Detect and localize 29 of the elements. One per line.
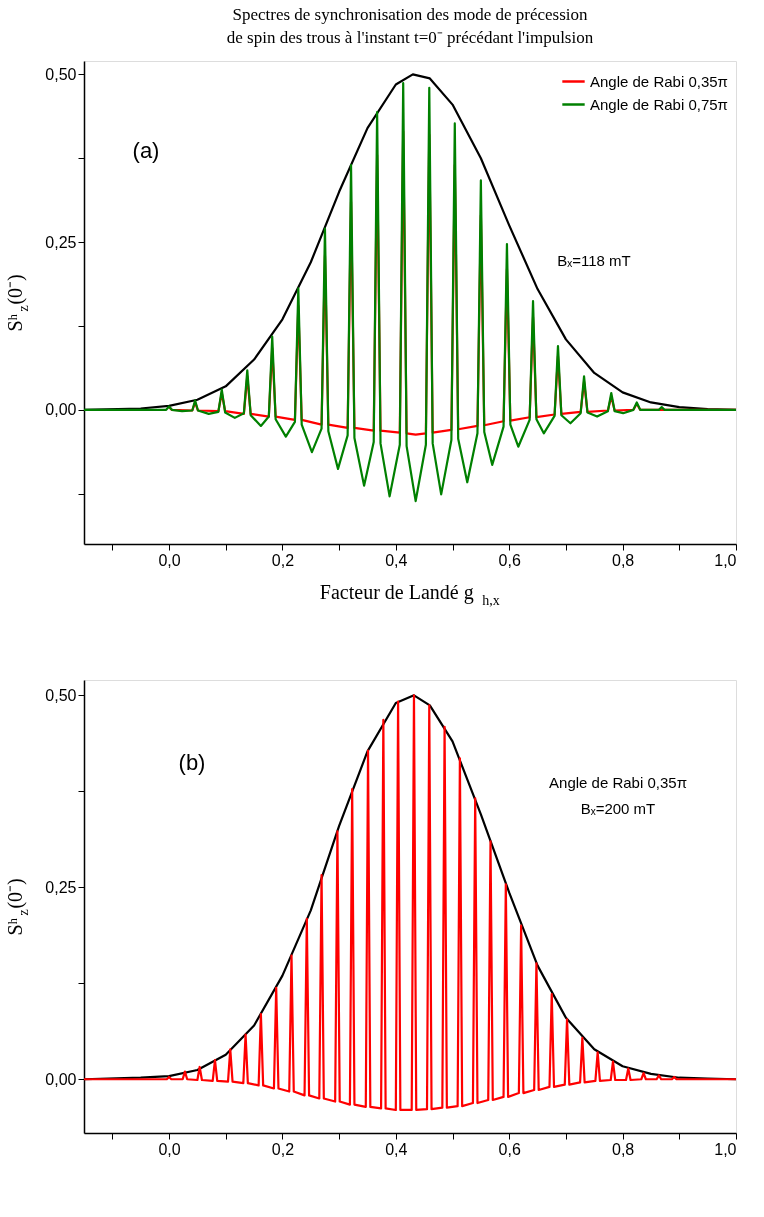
annotation: (b) [178,750,206,775]
x-tick-label: 0,0 [158,1140,181,1158]
annotation: Angle de Rabi 0,35π [549,774,687,791]
legend-label: Angle de Rabi 0,75π [590,95,728,113]
chart-subtitle: de spin des trous à l'instant t=0⁻ précédant l'impulsion [226,28,594,47]
x-tick-label: 0,8 [611,1140,635,1158]
x-tick-label: 0,2 [271,1140,295,1158]
x-tick-label: 0,8 [611,551,635,569]
y-tick-label: 0,00 [45,1070,77,1088]
x-tick-label: 1,0 [714,1140,737,1158]
x-tick-label: 0,0 [158,551,181,569]
y-tick-label: 0,25 [45,878,77,896]
legend-label: Angle de Rabi 0,35π [590,72,728,90]
y-tick-label: 0,50 [45,65,77,83]
y-axis-title: Sʰz(0⁻) [4,274,31,332]
y-tick-label: 0,50 [45,686,77,704]
x-tick-label: 0,6 [498,1140,521,1158]
y-tick-label: 0,25 [45,233,77,251]
x-tick-label: 0,2 [271,551,295,569]
x-tick-label: 1,0 [714,551,737,569]
annotation: (a) [132,138,160,163]
y-axis-title: Sʰz(0⁻) [4,878,31,936]
x-tick-label: 0,4 [385,1140,408,1158]
y-tick-label: 0,00 [45,401,77,419]
annotation: Bₓ=118 mT [557,252,631,269]
x-tick-label: 0,4 [385,551,408,569]
x-tick-label: 0,6 [498,551,521,569]
chart-title: Spectres de synchronisation des mode de précession [232,5,588,24]
annotation: Bₓ=200 mT [580,800,656,817]
